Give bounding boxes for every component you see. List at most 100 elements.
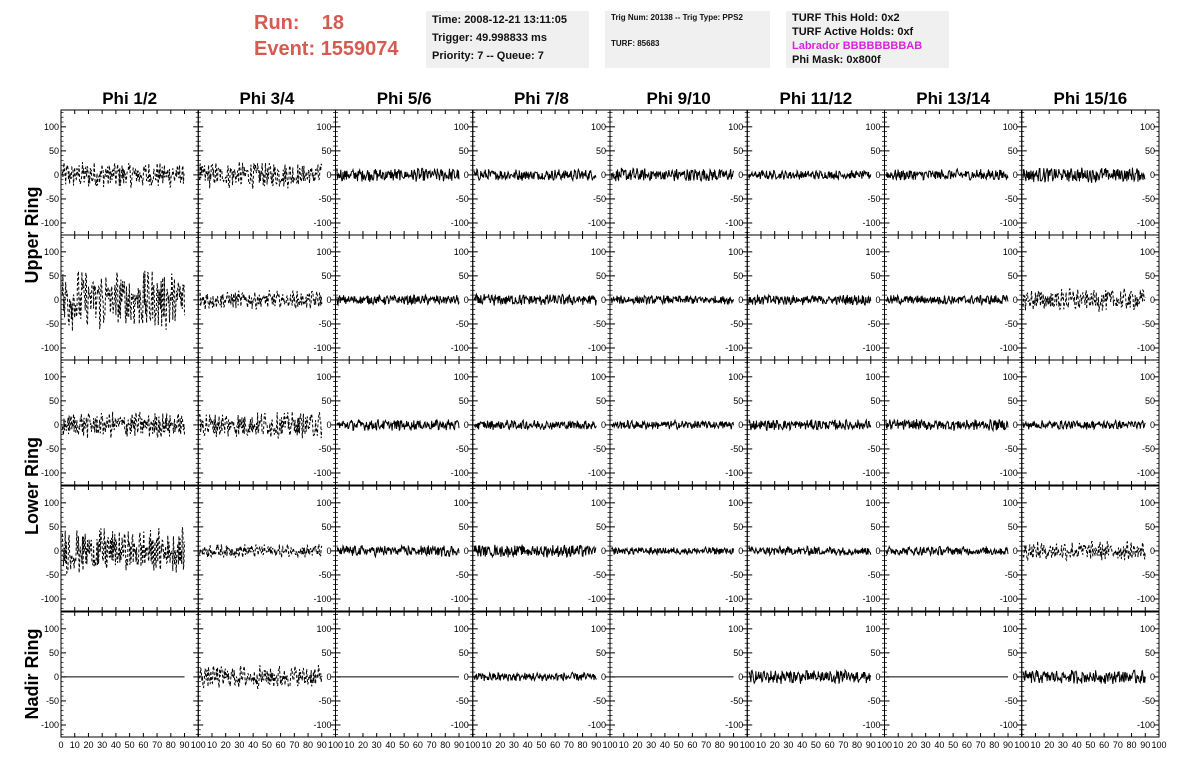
y-tick-label: -100 [862,218,880,228]
x-tick-label: 100 [1014,740,1029,750]
y-tick-label: 50 [321,396,331,406]
column-header: Phi 3/4 [239,89,294,108]
y-tick-label: -50 [318,194,331,204]
y-tick-label: 50 [49,146,59,156]
y-tick-label: -100 [588,720,606,730]
waveform-trace [199,411,323,439]
x-tick-label: 70 [1113,740,1123,750]
x-tick-label: 40 [111,740,121,750]
y-tick-label: -100 [41,594,59,604]
y-tick-label: 0 [875,420,880,430]
x-tick-label: 60 [1099,740,1109,750]
x-tick-label: 0 [58,740,63,750]
x-tick-label: 10 [893,740,903,750]
y-tick-label: 0 [875,546,880,556]
y-tick-label: -50 [1005,444,1018,454]
y-tick-label: -50 [1005,319,1018,329]
x-tick-label: 20 [221,740,231,750]
y-tick-label: 50 [321,146,331,156]
y-tick-label: 100 [728,247,743,257]
x-tick-label: 100 [740,740,755,750]
y-tick-label: 100 [1140,372,1155,382]
y-tick-label: -50 [730,444,743,454]
waveform-trace [199,665,323,689]
y-tick-label: -100 [725,218,743,228]
y-tick-label: 0 [54,672,59,682]
labrador-text: Labrador BBBBBBBBAB [792,40,923,52]
y-tick-label: 0 [326,295,331,305]
y-tick-label: 0 [1013,170,1018,180]
y-tick-label: -50 [46,570,59,580]
x-tick-label: 40 [660,740,670,750]
waveform-trace [1022,669,1146,685]
waveform-trace [1022,167,1146,183]
waveform-trace [61,270,185,332]
turf-hold-text: TURF This Hold: 0x2 [792,12,900,24]
x-tick-label: 90 [454,740,464,750]
y-tick-label: 50 [870,146,880,156]
x-tick-label: 20 [83,740,93,750]
y-tick-label: -100 [588,594,606,604]
y-tick-label: 50 [49,648,59,658]
y-tick-label: -100 [451,468,469,478]
y-tick-label: 100 [1140,122,1155,132]
x-tick-label: 90 [866,740,876,750]
y-tick-label: -100 [313,720,331,730]
y-tick-label: -100 [313,343,331,353]
x-tick-label: 10 [481,740,491,750]
turf-text: TURF: 85683 [611,39,660,48]
x-tick-label: 40 [934,740,944,750]
y-tick-label: 100 [591,372,606,382]
column-header: Phi 13/14 [916,89,990,108]
y-tick-label: -50 [593,444,606,454]
y-tick-label: 0 [464,170,469,180]
y-tick-label: 100 [728,498,743,508]
y-tick-label: -100 [451,594,469,604]
x-tick-label: 100 [602,740,617,750]
waveform-trace [473,671,597,683]
y-tick-label: 100 [865,247,880,257]
phi-mask-text: Phi Mask: 0x800f [792,54,881,66]
y-tick-label: 50 [596,146,606,156]
waveform-trace [610,294,734,306]
event-value: 1559074 [320,38,399,60]
y-tick-label: 50 [596,522,606,532]
waveform-trace [748,418,872,432]
y-tick-label: 0 [875,672,880,682]
y-tick-label: 100 [1003,498,1018,508]
waveform-trace [199,161,323,189]
y-tick-label: -50 [1142,444,1155,454]
y-tick-label: 0 [464,295,469,305]
x-tick-label: 10 [207,740,217,750]
x-tick-label: 90 [317,740,327,750]
y-tick-label: 0 [1150,170,1155,180]
x-tick-label: 70 [701,740,711,750]
y-tick-label: 0 [601,170,606,180]
y-tick-label: 100 [728,372,743,382]
y-tick-label: 50 [733,648,743,658]
y-tick-label: -100 [1000,343,1018,353]
y-tick-label: 100 [865,624,880,634]
waveform-trace [61,411,185,440]
waveform-trace [473,167,597,183]
y-tick-label: -50 [46,319,59,329]
y-tick-label: 100 [1140,498,1155,508]
column-header: Phi 7/8 [514,89,569,108]
x-tick-label: 90 [1140,740,1150,750]
y-tick-label: 100 [316,247,331,257]
x-tick-label: 50 [948,740,958,750]
x-tick-label: 80 [440,740,450,750]
y-tick-label: 100 [865,372,880,382]
y-tick-label: -50 [1005,696,1018,706]
y-tick-label: 100 [1003,624,1018,634]
y-tick-label: -50 [1142,319,1155,329]
time-text: Time: 2008-12-21 13:11:05 [432,14,567,26]
x-tick-label: 70 [976,740,986,750]
y-tick-label: -100 [725,594,743,604]
y-tick-label: 50 [459,396,469,406]
y-tick-label: 0 [54,420,59,430]
waveform-trace [611,418,734,431]
y-tick-label: -100 [725,720,743,730]
y-tick-label: 100 [865,498,880,508]
y-tick-label: -100 [41,218,59,228]
